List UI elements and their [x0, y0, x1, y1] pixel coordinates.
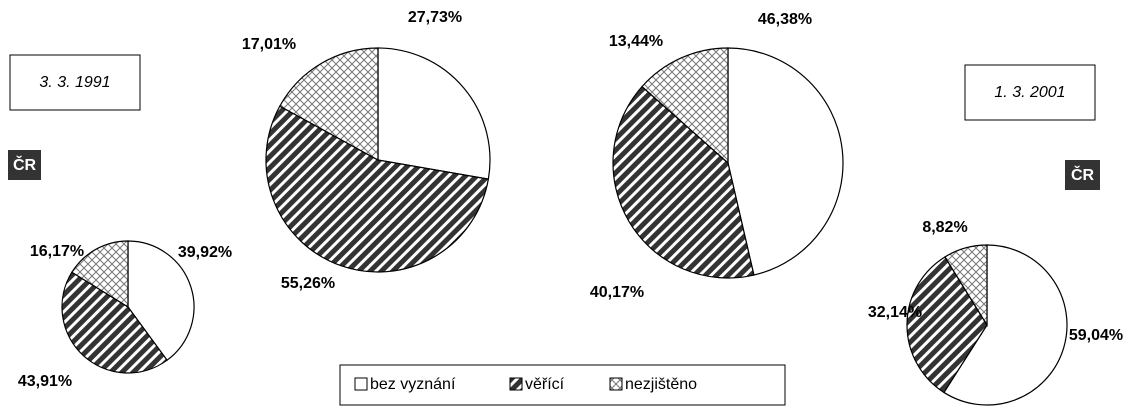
- region-label: ČR: [1071, 165, 1095, 184]
- value-label: 40,17%: [590, 284, 644, 301]
- pie-slice: [61, 271, 168, 374]
- pie-slice: [727, 47, 844, 276]
- value-label: 27,73%: [408, 9, 462, 26]
- pie-slice: [265, 105, 490, 273]
- value-label: 13,44%: [609, 33, 663, 50]
- pie-slice: [279, 47, 379, 162]
- value-label: 8,82%: [922, 219, 967, 236]
- legend-swatch: [609, 377, 623, 391]
- legend-swatch: [354, 377, 368, 391]
- legend-label: věřící: [525, 376, 565, 393]
- value-label: 32,14%: [868, 304, 922, 321]
- value-label: 16,17%: [30, 243, 84, 260]
- pie-slice: [944, 244, 988, 328]
- region-label: ČR: [13, 155, 37, 174]
- date-label: 3. 3. 1991: [39, 74, 110, 91]
- date-box: [964, 64, 1096, 121]
- legend-label: bez vyznání: [370, 376, 456, 393]
- value-label: 55,26%: [281, 275, 335, 292]
- date-box: [9, 54, 141, 111]
- region-box: [1065, 160, 1100, 190]
- date-label: 1. 3. 2001: [994, 84, 1065, 101]
- legend-label: nezjištěno: [625, 376, 697, 393]
- value-label: 39,92%: [178, 244, 232, 261]
- pie-slice: [906, 256, 988, 394]
- pie-slice: [612, 85, 755, 279]
- legend-swatch: [509, 377, 523, 391]
- pie-slice: [377, 47, 491, 180]
- value-label: 17,01%: [242, 36, 296, 53]
- value-label: 43,91%: [18, 373, 72, 390]
- value-label: 59,04%: [1069, 327, 1123, 344]
- pie-slice: [943, 244, 1068, 406]
- region-box: [8, 150, 41, 180]
- value-label: 46,38%: [758, 11, 812, 28]
- pie-slice: [641, 47, 729, 165]
- legend-box: [339, 364, 786, 406]
- pie-slice: [127, 240, 195, 362]
- pie-slice: [71, 240, 129, 309]
